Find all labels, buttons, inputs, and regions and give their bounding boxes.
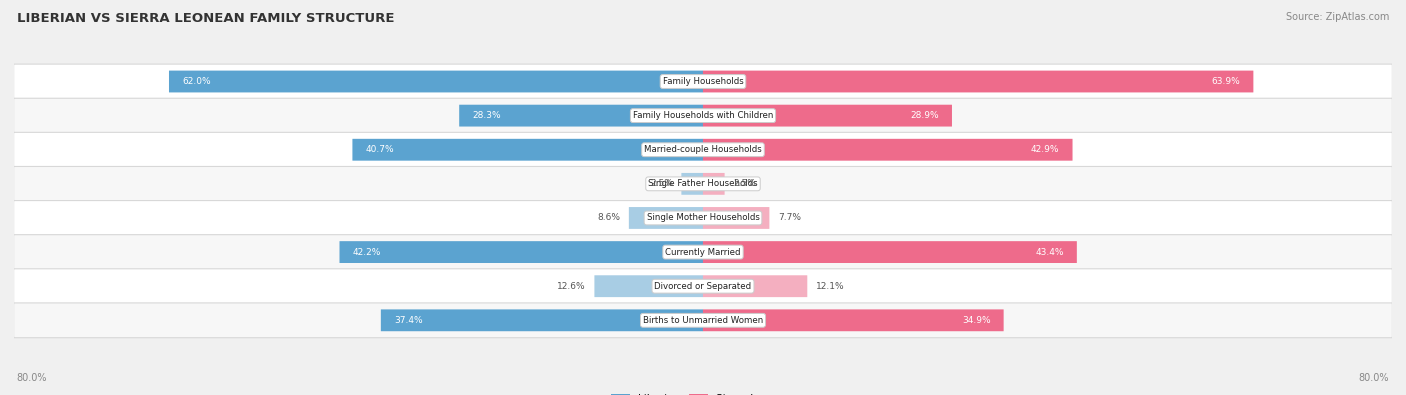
Text: Currently Married: Currently Married <box>665 248 741 257</box>
Text: 42.2%: 42.2% <box>353 248 381 257</box>
FancyBboxPatch shape <box>703 309 1004 331</box>
FancyBboxPatch shape <box>628 207 703 229</box>
FancyBboxPatch shape <box>14 303 1392 338</box>
FancyBboxPatch shape <box>14 98 1392 133</box>
Text: 63.9%: 63.9% <box>1212 77 1240 86</box>
Text: Family Households: Family Households <box>662 77 744 86</box>
Text: 2.5%: 2.5% <box>733 179 756 188</box>
Text: 62.0%: 62.0% <box>181 77 211 86</box>
FancyBboxPatch shape <box>381 309 703 331</box>
FancyBboxPatch shape <box>14 132 1392 167</box>
Text: 40.7%: 40.7% <box>366 145 394 154</box>
FancyBboxPatch shape <box>14 235 1392 269</box>
FancyBboxPatch shape <box>703 139 1073 161</box>
Text: 8.6%: 8.6% <box>598 213 620 222</box>
FancyBboxPatch shape <box>169 71 703 92</box>
Text: Married-couple Households: Married-couple Households <box>644 145 762 154</box>
FancyBboxPatch shape <box>460 105 703 126</box>
Text: 7.7%: 7.7% <box>778 213 801 222</box>
FancyBboxPatch shape <box>14 201 1392 235</box>
Text: Divorced or Separated: Divorced or Separated <box>654 282 752 291</box>
FancyBboxPatch shape <box>339 241 703 263</box>
Text: Single Father Households: Single Father Households <box>648 179 758 188</box>
Text: Single Mother Households: Single Mother Households <box>647 213 759 222</box>
FancyBboxPatch shape <box>14 269 1392 304</box>
Text: 12.6%: 12.6% <box>557 282 586 291</box>
FancyBboxPatch shape <box>703 173 724 195</box>
FancyBboxPatch shape <box>353 139 703 161</box>
Text: 34.9%: 34.9% <box>962 316 991 325</box>
Text: Family Households with Children: Family Households with Children <box>633 111 773 120</box>
Text: 2.5%: 2.5% <box>650 179 673 188</box>
FancyBboxPatch shape <box>703 241 1077 263</box>
Text: Source: ZipAtlas.com: Source: ZipAtlas.com <box>1285 12 1389 22</box>
Text: 80.0%: 80.0% <box>17 373 48 383</box>
FancyBboxPatch shape <box>14 166 1392 201</box>
FancyBboxPatch shape <box>703 105 952 126</box>
Legend: Liberian, Sierra Leonean: Liberian, Sierra Leonean <box>607 390 799 395</box>
FancyBboxPatch shape <box>703 207 769 229</box>
Text: 43.4%: 43.4% <box>1035 248 1064 257</box>
FancyBboxPatch shape <box>682 173 703 195</box>
Text: 37.4%: 37.4% <box>394 316 422 325</box>
Text: 42.9%: 42.9% <box>1031 145 1060 154</box>
FancyBboxPatch shape <box>703 275 807 297</box>
Text: 80.0%: 80.0% <box>1358 373 1389 383</box>
FancyBboxPatch shape <box>595 275 703 297</box>
Text: 12.1%: 12.1% <box>815 282 845 291</box>
Text: LIBERIAN VS SIERRA LEONEAN FAMILY STRUCTURE: LIBERIAN VS SIERRA LEONEAN FAMILY STRUCT… <box>17 12 394 25</box>
FancyBboxPatch shape <box>703 71 1253 92</box>
Text: 28.9%: 28.9% <box>910 111 939 120</box>
FancyBboxPatch shape <box>14 64 1392 99</box>
Text: 28.3%: 28.3% <box>472 111 501 120</box>
Text: Births to Unmarried Women: Births to Unmarried Women <box>643 316 763 325</box>
